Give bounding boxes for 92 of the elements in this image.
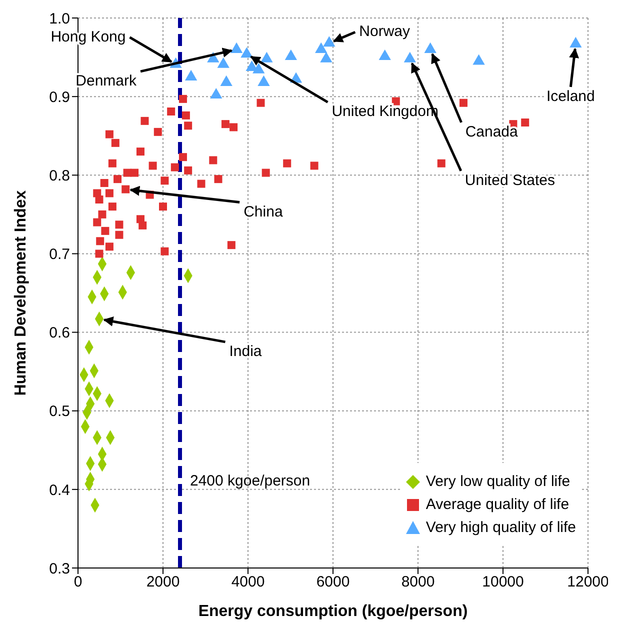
point <box>114 175 122 184</box>
annotation: Norway <box>359 23 411 40</box>
point <box>170 163 179 172</box>
point <box>220 75 232 86</box>
point <box>230 123 238 132</box>
point <box>122 185 130 194</box>
point <box>230 42 243 53</box>
point <box>310 162 318 170</box>
point <box>148 162 157 170</box>
legend-label: Average quality of life <box>426 496 570 513</box>
point <box>108 159 116 168</box>
point <box>105 242 114 251</box>
point <box>167 108 176 116</box>
point <box>178 153 187 162</box>
annotation: India <box>229 342 262 360</box>
point <box>111 138 120 147</box>
point <box>178 94 187 103</box>
point <box>160 176 169 185</box>
y-tick-label: 0.4 <box>49 482 70 499</box>
point <box>140 116 149 125</box>
point <box>459 98 468 107</box>
point <box>184 70 198 80</box>
annotation: Iceland <box>546 88 595 105</box>
point <box>108 202 116 211</box>
point <box>378 49 391 60</box>
x-tick-label: 10000 <box>482 574 524 591</box>
point <box>323 36 336 47</box>
point <box>472 54 485 65</box>
point <box>404 52 416 62</box>
point <box>320 52 332 62</box>
point <box>96 237 104 246</box>
point <box>182 111 190 120</box>
y-tick-label: 0.7 <box>49 246 70 264</box>
y-axis-title: Human Development Index <box>12 190 30 396</box>
point <box>214 175 222 184</box>
y-tick-label: 0.5 <box>49 403 70 420</box>
x-tick-label: 0 <box>74 574 82 591</box>
x-tick-label: 2000 <box>146 574 180 591</box>
point <box>210 88 222 99</box>
y-tick-label: 1.0 <box>49 10 70 28</box>
point <box>184 122 192 130</box>
point <box>424 42 436 53</box>
point <box>115 220 124 229</box>
x-tick-label: 12000 <box>567 574 609 591</box>
point <box>521 118 530 126</box>
x-tick-label: 6000 <box>316 574 350 591</box>
point <box>100 179 108 187</box>
point <box>284 49 298 60</box>
point <box>315 42 328 53</box>
point <box>115 230 124 239</box>
point <box>209 156 218 164</box>
point <box>260 52 273 62</box>
point <box>184 166 192 174</box>
legend-label: Very low quality of life <box>426 473 570 490</box>
point <box>154 128 162 136</box>
point <box>159 202 167 211</box>
y-tick-label: 0.6 <box>49 324 70 342</box>
point <box>130 168 139 177</box>
point <box>95 250 104 258</box>
point <box>95 196 104 204</box>
point <box>221 120 230 128</box>
point <box>240 47 253 58</box>
y-tick-label: 0.3 <box>49 560 70 578</box>
annotation: China <box>244 203 284 220</box>
point <box>105 189 114 198</box>
x-axis-title: Energy consumption (kgoe/person) <box>198 603 468 620</box>
point <box>570 36 582 48</box>
point <box>252 62 265 74</box>
point <box>217 57 230 68</box>
point <box>98 210 106 218</box>
point <box>256 98 265 107</box>
point <box>138 221 147 230</box>
annotation: United States <box>464 172 555 189</box>
x-tick-label: 4000 <box>231 574 265 591</box>
point <box>258 75 270 86</box>
point <box>105 130 114 138</box>
point <box>437 159 446 168</box>
annotation: Canada <box>465 123 519 140</box>
point <box>197 180 206 188</box>
point <box>392 97 400 106</box>
point <box>160 247 169 256</box>
point <box>227 241 236 250</box>
ref-line-label: 2400 kgoe/person <box>190 472 310 490</box>
point <box>262 168 270 177</box>
x-tick-label: 8000 <box>401 574 435 591</box>
point <box>283 159 292 168</box>
y-tick-label: 0.9 <box>49 88 70 106</box>
point <box>101 226 110 235</box>
point <box>136 148 144 156</box>
legend-label: Very high quality of life <box>426 519 576 536</box>
point <box>93 218 102 226</box>
y-tick-label: 0.8 <box>49 167 70 184</box>
